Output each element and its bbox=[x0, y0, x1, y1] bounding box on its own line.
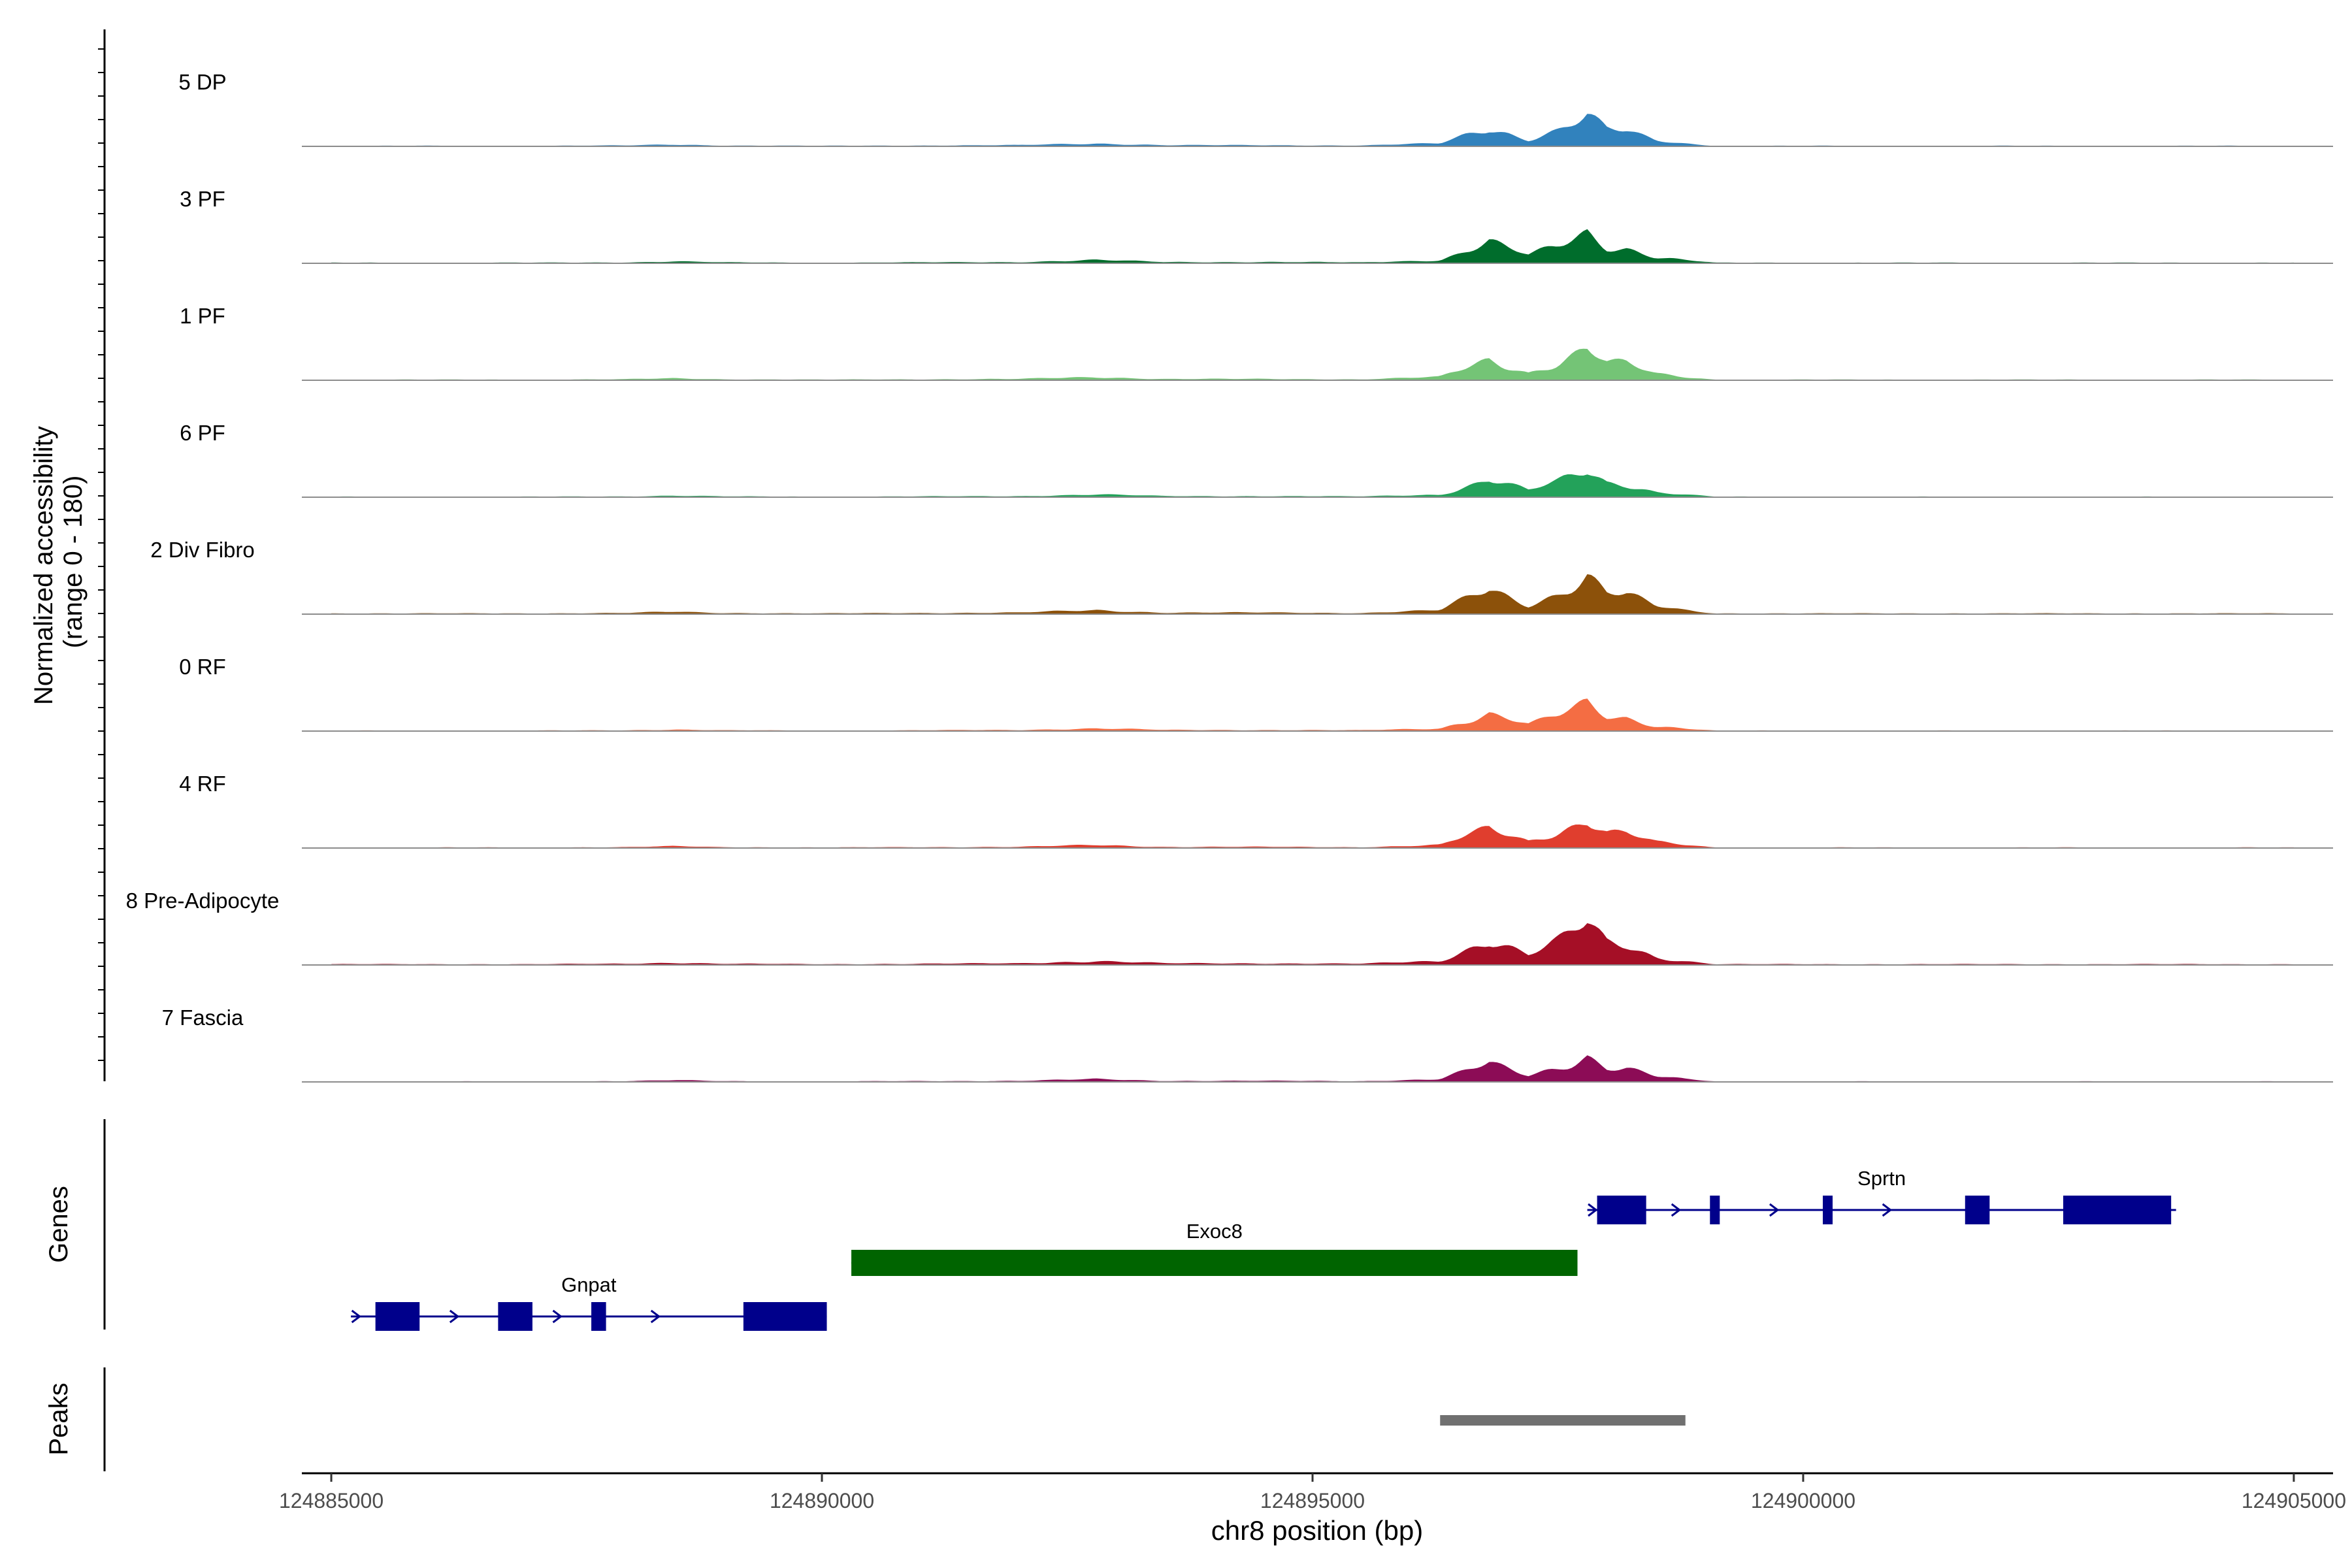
coverage-track-0-rf: 0 RF bbox=[179, 655, 2333, 732]
strand-arrow bbox=[1769, 1203, 1780, 1217]
coverage-track-5-dp: 5 DP bbox=[178, 70, 2333, 147]
gene-exon bbox=[2063, 1196, 2172, 1224]
gene-gnpat: Gnpat bbox=[351, 1273, 827, 1331]
x-axis-ticks: 124885000 124890000 124895000 124900000 1249… bbox=[279, 1473, 2346, 1512]
coverage-track-7-fascia: 7 Fascia bbox=[162, 1005, 2333, 1083]
gene-exon bbox=[375, 1302, 420, 1331]
track-label: 1 PF bbox=[180, 304, 225, 328]
y-axis-title: Normalized accessibility (range 0 - 180) bbox=[29, 419, 88, 705]
coverage-area bbox=[331, 114, 2294, 146]
gene-exon bbox=[1597, 1196, 1646, 1224]
coverage-track-4-rf: 4 RF bbox=[179, 772, 2333, 849]
track-label: 8 Pre-Adipocyte bbox=[126, 889, 280, 913]
track-label: 7 Fascia bbox=[162, 1005, 244, 1030]
gene-exoc8: Exoc8 bbox=[851, 1220, 1578, 1276]
x-axis-title: chr8 position (bp) bbox=[1211, 1515, 1424, 1546]
strand-arrow bbox=[552, 1309, 563, 1324]
coverage-track-8-pre-adipocyte: 8 Pre-Adipocyte bbox=[126, 889, 2333, 966]
coverage-track-6-pf: 6 PF bbox=[180, 421, 2333, 498]
gene-label: Exoc8 bbox=[1186, 1220, 1243, 1243]
gene-exon bbox=[591, 1302, 606, 1331]
coverage-track-2-div-fibro: 2 Div Fibro bbox=[150, 538, 2333, 615]
coverage-tracks: 5 DP 3 PF 1 PF 6 PF 2 Div Fibro 0 RF 4 RF 8 Pre… bbox=[126, 70, 2333, 1083]
coverage-track-3-pf: 3 PF bbox=[180, 187, 2333, 264]
x-axis-tick-label: 124885000 bbox=[279, 1489, 384, 1512]
coverage-area bbox=[331, 1055, 2294, 1082]
x-axis-tick-label: 124890000 bbox=[770, 1489, 874, 1512]
coverage-area bbox=[331, 348, 2294, 380]
genes-panel-label: Genes bbox=[44, 1186, 73, 1263]
strand-arrow bbox=[1671, 1203, 1682, 1217]
peak-region bbox=[1440, 1415, 1686, 1426]
gene-exon bbox=[1710, 1196, 1720, 1224]
strand-arrow bbox=[1588, 1203, 1598, 1217]
gene-exon bbox=[1965, 1196, 1990, 1224]
track-label: 4 RF bbox=[179, 772, 226, 796]
gene-annotation-track: Gnpat Exoc8 Sprtn bbox=[351, 1167, 2176, 1331]
y-axis-title-line-2: (range 0 - 180) bbox=[59, 476, 88, 649]
track-label: 0 RF bbox=[179, 655, 226, 679]
strand-arrow bbox=[1882, 1203, 1893, 1217]
strand-arrow bbox=[351, 1309, 362, 1324]
coverage-area bbox=[331, 574, 2294, 614]
gene-exon bbox=[743, 1302, 827, 1331]
peak-track bbox=[1440, 1415, 1686, 1426]
track-label: 3 PF bbox=[180, 187, 225, 211]
y-axis-ticks bbox=[98, 48, 105, 1061]
y-axis-title-line-1: Normalized accessibility bbox=[29, 426, 58, 705]
x-axis-tick-label: 124905000 bbox=[2242, 1489, 2346, 1512]
gene-exon bbox=[1822, 1196, 1833, 1224]
track-label: 5 DP bbox=[178, 70, 226, 94]
x-axis-tick-label: 124895000 bbox=[1260, 1489, 1365, 1512]
coverage-area bbox=[331, 698, 2294, 731]
coverage-area bbox=[331, 923, 2294, 965]
gene-label: Gnpat bbox=[561, 1273, 617, 1296]
gene-exon bbox=[851, 1250, 1578, 1276]
strand-arrow bbox=[650, 1309, 661, 1324]
peaks-panel-label: Peaks bbox=[44, 1382, 73, 1455]
x-axis-tick-label: 124900000 bbox=[1751, 1489, 1855, 1512]
coverage-track-1-pf: 1 PF bbox=[180, 304, 2333, 381]
coverage-area bbox=[331, 825, 2294, 848]
strand-arrow bbox=[449, 1309, 460, 1324]
coverage-area bbox=[331, 229, 2294, 263]
gene-exon bbox=[498, 1302, 532, 1331]
coverage-area bbox=[331, 474, 2294, 497]
gene-sprtn: Sprtn bbox=[1587, 1167, 2176, 1224]
gene-label: Sprtn bbox=[1857, 1167, 1906, 1190]
track-label: 6 PF bbox=[180, 421, 225, 445]
track-label: 2 Div Fibro bbox=[150, 538, 255, 562]
